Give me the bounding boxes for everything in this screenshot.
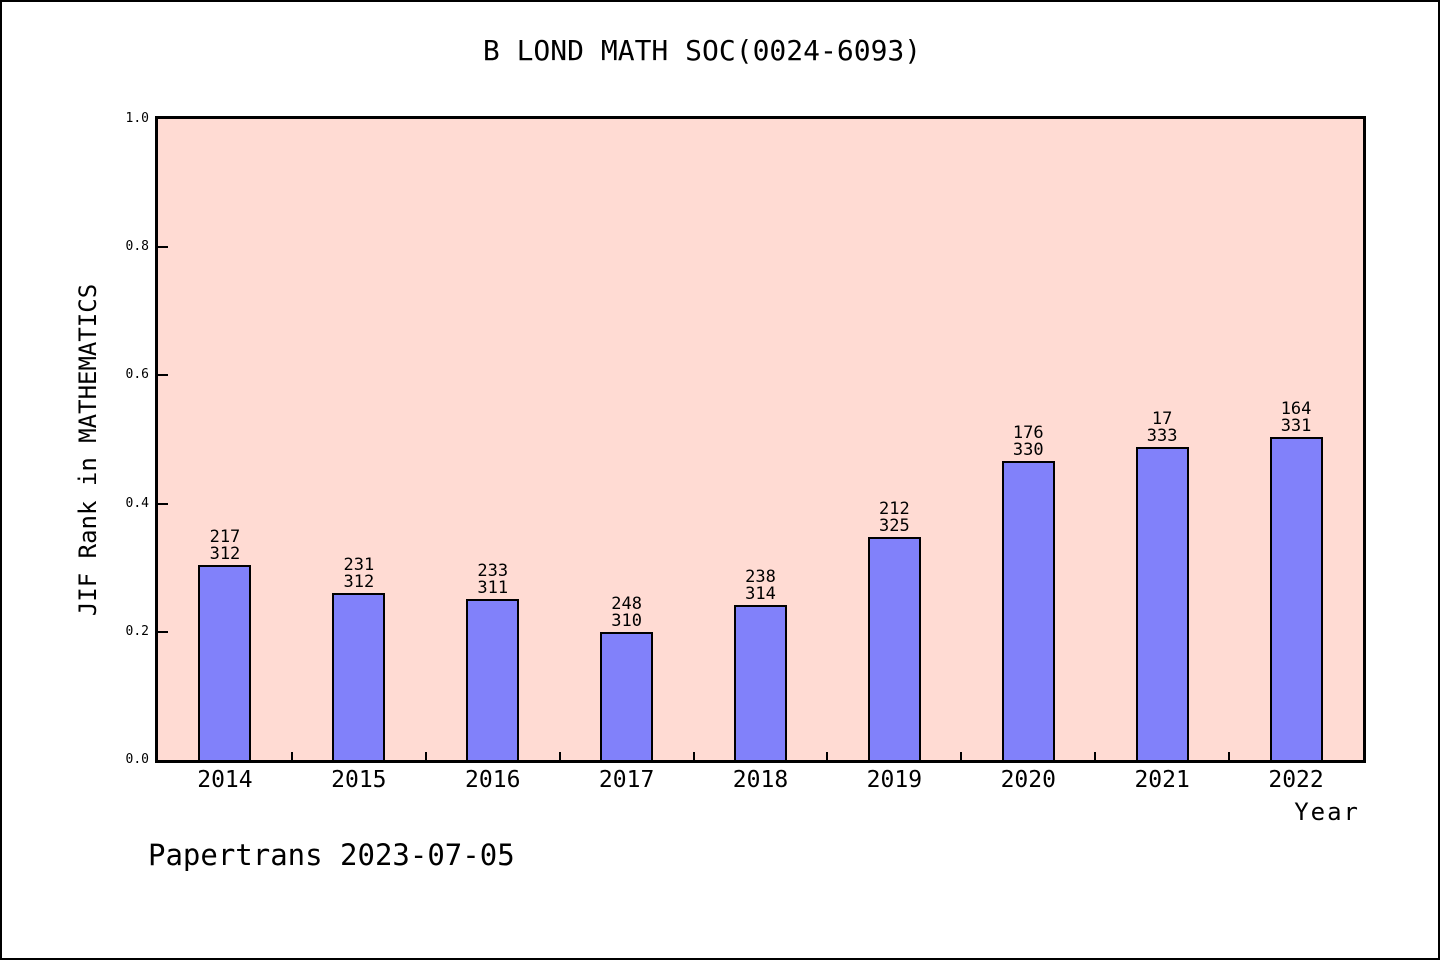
y-tick-label: 0.4 xyxy=(125,496,149,511)
bar-value-label: 176 330 xyxy=(1012,423,1044,460)
y-axis-tick xyxy=(158,246,168,248)
footer-text: Papertrans 2023-07-05 xyxy=(148,838,515,872)
x-axis-tick xyxy=(424,752,427,760)
bar xyxy=(600,632,654,760)
x-category-label: 2021 xyxy=(1134,767,1190,793)
bar-value-label: 17 333 xyxy=(1146,409,1178,446)
bar xyxy=(198,565,252,760)
y-axis-label: JIF Rank in MATHEMATICS xyxy=(74,283,102,617)
x-category-label: 2018 xyxy=(732,767,789,793)
bar-value-label: 233 311 xyxy=(477,561,509,598)
chart-title: B LOND MATH SOC(0024-6093) xyxy=(482,34,922,67)
x-category-label: 2014 xyxy=(197,767,253,793)
x-category-label: 2017 xyxy=(598,767,655,793)
bar-value-label: 217 312 xyxy=(209,527,241,564)
x-category-label: 2016 xyxy=(465,767,521,793)
bar xyxy=(332,593,386,760)
bar-value-label: 238 314 xyxy=(745,567,776,604)
plot-area: 217 312 231 312 233 311 248 310 238 314 212 3… xyxy=(155,116,1366,763)
y-tick-label: 0.0 xyxy=(125,752,149,767)
y-tick-label: 0.6 xyxy=(125,367,149,382)
y-tick-label: 0.2 xyxy=(125,624,149,639)
y-axis-tick xyxy=(158,503,168,505)
bar xyxy=(734,605,787,760)
x-axis-tick xyxy=(558,752,561,760)
x-category-label: 2019 xyxy=(866,767,923,793)
x-axis-tick xyxy=(960,752,963,760)
x-category-label: 2022 xyxy=(1268,767,1324,793)
bar-value-label: 231 312 xyxy=(343,555,375,592)
bar xyxy=(867,537,921,760)
x-axis-tick xyxy=(290,752,293,760)
x-category-label: 2015 xyxy=(331,767,387,793)
y-axis-tick xyxy=(158,374,168,376)
x-axis-tick xyxy=(826,752,829,760)
y-tick-label: 0.8 xyxy=(125,239,149,254)
bar xyxy=(1001,461,1055,760)
bar xyxy=(1269,437,1323,760)
x-category-label: 2020 xyxy=(1000,767,1056,793)
bar-value-label: 164 331 xyxy=(1280,399,1312,436)
bar-value-label: 212 325 xyxy=(879,499,910,536)
x-axis-tick xyxy=(1094,752,1097,760)
x-axis-tick xyxy=(692,752,695,760)
bar xyxy=(1135,447,1189,760)
bar xyxy=(466,599,520,760)
y-tick-label: 1.0 xyxy=(125,111,149,126)
x-axis-tick xyxy=(1228,752,1231,760)
bar-value-label: 248 310 xyxy=(611,594,642,631)
y-axis-tick xyxy=(158,631,168,633)
x-axis-label: Year xyxy=(1294,798,1360,826)
